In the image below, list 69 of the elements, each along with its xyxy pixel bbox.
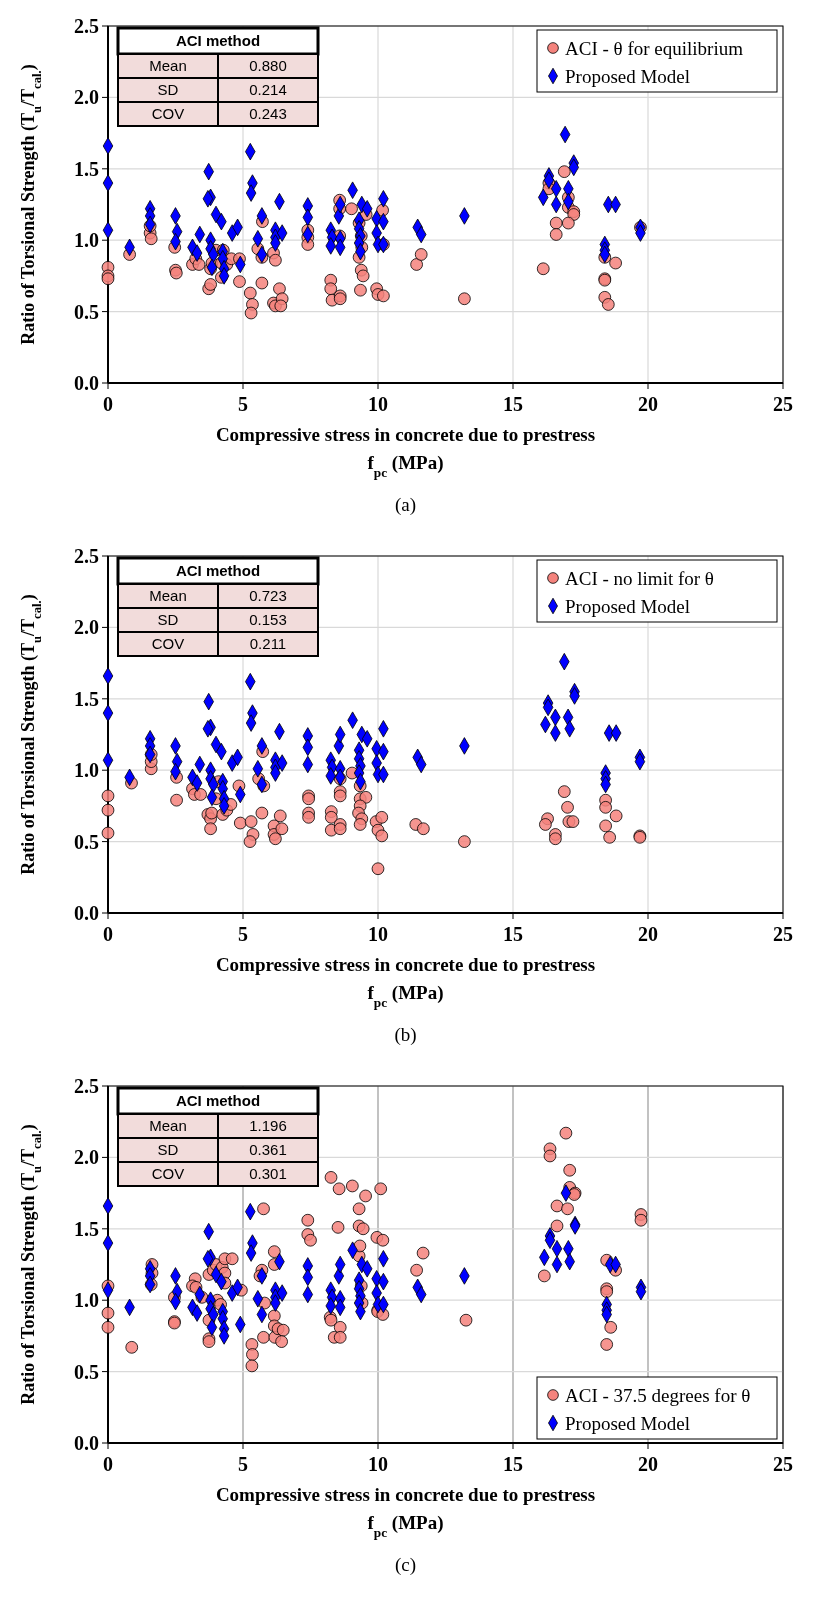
annotation: Mean [149,57,187,74]
x-tick-label: 0 [103,923,113,945]
y-tick-label: 2.5 [74,545,99,567]
y-tick-label: 1.5 [74,1217,99,1240]
annotation: 0.153 [249,611,287,628]
y-tick-label: 1.5 [74,157,99,180]
x-tick-label: 25 [773,923,793,945]
x-tick-label: 10 [368,923,388,945]
annotation: COV [151,1165,185,1182]
annotation: SD [157,611,179,628]
x-tick-label: 5 [238,923,248,945]
x-tick-label: 10 [368,393,388,415]
annotation: 0.243 [249,105,287,122]
annotation: 0.214 [249,81,287,98]
x-tick-label: 10 [368,1453,388,1475]
legend-label: ACI - no limit for θ [565,567,714,589]
annotation: Mean [149,587,187,604]
x-tick-label: 15 [503,1453,523,1475]
x-tick-label: 0 [103,1453,113,1475]
x-axis-title: Compressive stress in concrete due to prestress f$_{pc}$ (MPa) [215,424,596,480]
annotation: 0.211 [249,635,287,652]
y-tick-label: 1.0 [74,759,99,782]
y-tick-label: 0.5 [74,830,99,853]
annotation: COV [151,105,185,122]
x-tick-label: 20 [638,923,658,945]
annotation: 0.361 [249,1141,287,1158]
annotation: ACI method [175,32,261,49]
text: (a) [394,494,417,516]
y-tick-label: 1.0 [74,229,99,252]
legend-label: Proposed Model [565,65,691,87]
text: (b) [394,1024,417,1046]
legend-label: Proposed Model [565,1412,691,1434]
y-tick-label: 2.5 [74,1075,99,1097]
x-tick-label: 25 [773,1453,793,1475]
annotation: SD [157,1141,179,1158]
y-tick-label: 1.0 [74,1289,99,1312]
x-tick-label: 15 [503,393,523,415]
annotation: 1.196 [249,1117,287,1134]
y-tick-label: 0.5 [74,1360,99,1383]
x-tick-label: 0 [103,393,113,415]
annotation: ACI method [175,1092,261,1109]
annotation: SD [157,81,179,98]
y-tick-label: 0.0 [74,902,99,924]
annotation: 0.301 [249,1165,287,1182]
x-tick-label: 5 [238,393,248,415]
legend-label: ACI - 37.5 degrees for θ [565,1384,751,1406]
y-tick-label: 2.0 [74,86,99,109]
annotation: ACI method [175,562,261,579]
x-tick-label: 20 [638,1453,658,1475]
y-tick-label: 1.5 [74,687,99,710]
x-tick-label: 20 [638,393,658,415]
x-tick-label: 15 [503,923,523,945]
annotation: Mean [149,1117,187,1134]
annotation: 0.723 [249,587,287,604]
y-tick-label: 0.5 [74,300,99,323]
legend-label: ACI - θ for equilibrium [565,37,744,59]
y-tick-label: 2.0 [74,1146,99,1169]
y-tick-label: 2.0 [74,616,99,639]
y-tick-label: 0.0 [74,372,99,394]
annotation: 0.880 [249,57,287,74]
x-tick-label: 5 [238,1453,248,1475]
legend-label: Proposed Model [565,595,691,617]
x-axis-title: Compressive stress in concrete due to prestress f$_{pc}$ (MPa) [215,1484,596,1540]
x-tick-label: 25 [773,393,793,415]
annotation: COV [151,635,185,652]
y-tick-label: 0.0 [74,1432,99,1454]
y-tick-label: 2.5 [74,15,99,37]
x-axis-title: Compressive stress in concrete due to prestress f$_{pc}$ (MPa) [215,954,596,1010]
text: (c) [394,1554,417,1576]
